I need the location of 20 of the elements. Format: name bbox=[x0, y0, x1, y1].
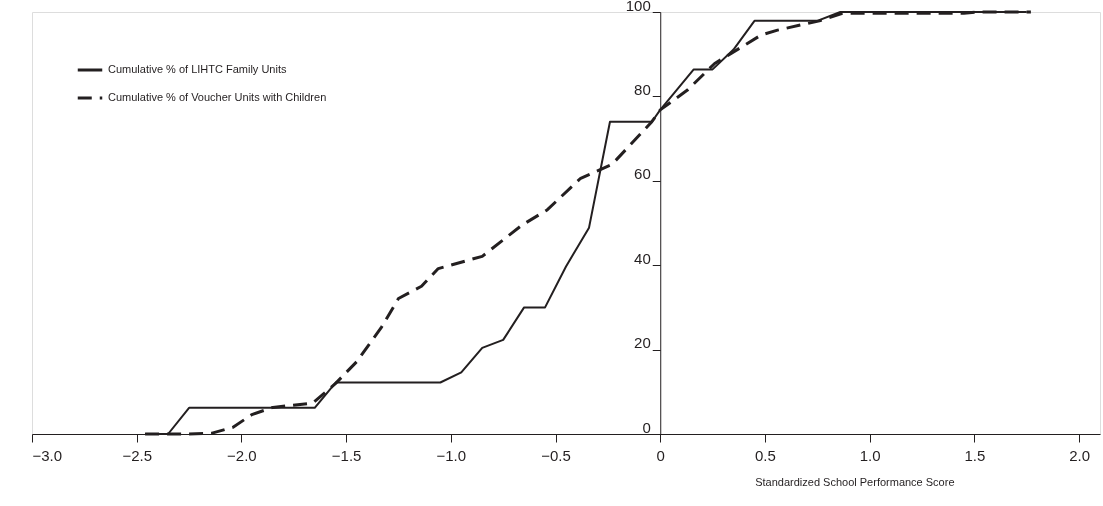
x-tick-label: 1.5 bbox=[964, 446, 986, 464]
y-tick-label: 20 bbox=[634, 334, 651, 352]
x-tick-label: 0.5 bbox=[755, 446, 776, 464]
x-tick-label: −1.0 bbox=[436, 446, 467, 464]
y-tick-label: 80 bbox=[634, 80, 651, 98]
x-tick-label: −0.5 bbox=[541, 446, 571, 464]
y-tick-label: 40 bbox=[634, 249, 651, 267]
x-tick-label: 1.0 bbox=[859, 446, 881, 464]
x-tick-label: −2.0 bbox=[227, 446, 257, 464]
y-tick-label: 0 bbox=[642, 418, 651, 436]
x-tick-label: −3.0 bbox=[32, 446, 63, 464]
legend-label: Cumulative % of LIHTC Family Units bbox=[108, 63, 287, 75]
x-axis-title: Standardized School Performance Score bbox=[755, 475, 955, 488]
legend-label: Cumulative % of Voucher Units with Children bbox=[108, 91, 327, 103]
x-tick-label: 2.0 bbox=[1069, 446, 1090, 464]
x-tick-label: 0 bbox=[656, 446, 665, 464]
y-tick-label: 100 bbox=[625, 0, 651, 14]
y-tick-label: 60 bbox=[634, 165, 651, 183]
x-tick-label: −2.5 bbox=[122, 446, 153, 464]
x-tick-label: −1.5 bbox=[331, 446, 362, 464]
